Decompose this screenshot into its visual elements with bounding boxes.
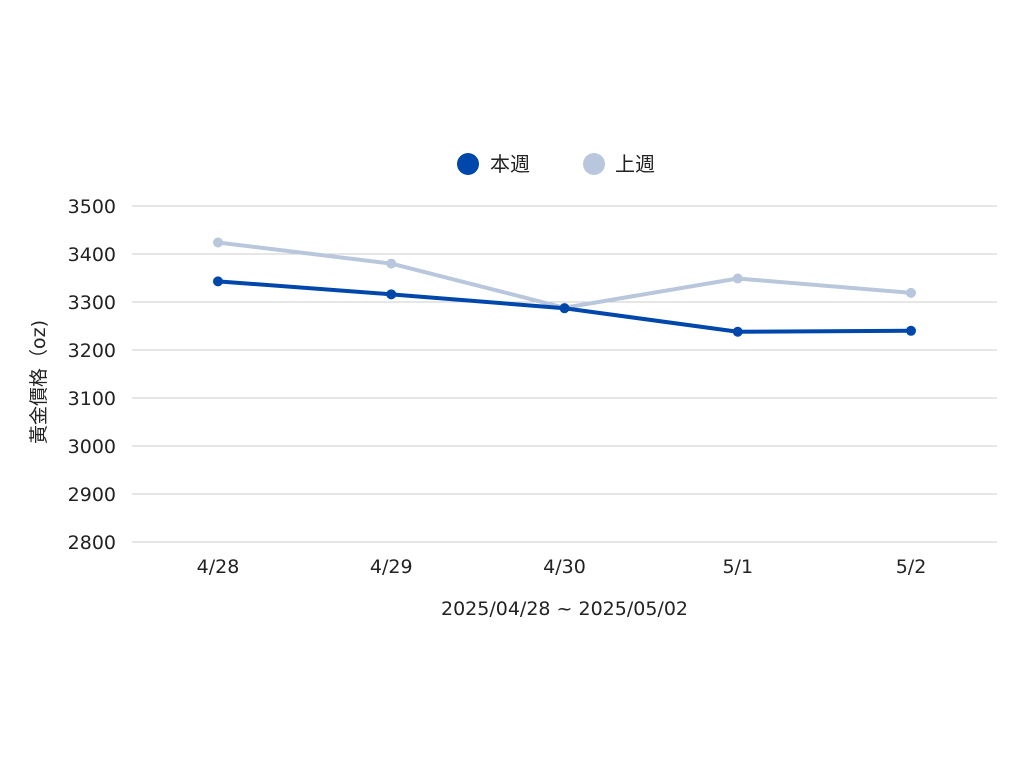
y-tick-label: 3400: [68, 244, 116, 266]
legend-label: 本週: [490, 152, 530, 176]
legend-swatch: [457, 153, 479, 175]
y-tick-label: 3100: [68, 388, 116, 410]
chart-series: [213, 237, 916, 337]
series-this-week: [213, 276, 916, 337]
y-tick-label: 2900: [68, 484, 116, 506]
y-axis-ticks: 2800 2900 3000 3100 3200 3300 3400 3500: [68, 196, 116, 554]
x-axis-title: 2025/04/28 ~ 2025/05/02: [441, 598, 688, 620]
y-tick-label: 3500: [68, 196, 116, 218]
x-tick-label: 5/1: [722, 556, 753, 578]
y-tick-label: 2800: [68, 532, 116, 554]
series-line: [216, 240, 913, 310]
y-axis-title: 黃金價格（oz): [28, 320, 50, 444]
data-point: [386, 289, 397, 300]
data-point: [906, 287, 916, 298]
chart-legend: 本週 上週: [457, 152, 655, 176]
data-point: [213, 276, 223, 287]
chart-gridlines: [132, 205, 997, 543]
data-point: [386, 258, 397, 269]
legend-swatch: [583, 153, 605, 175]
x-tick-label: 4/28: [197, 556, 240, 578]
x-axis-ticks: 4/28 4/29 4/30 5/1 5/2: [197, 556, 927, 578]
legend-item: 上週: [583, 152, 655, 176]
data-point: [906, 325, 916, 336]
y-tick-label: 3300: [68, 292, 116, 314]
legend-item: 本週: [457, 152, 530, 176]
data-point: [559, 303, 570, 314]
data-point: [213, 237, 223, 248]
x-tick-label: 4/29: [370, 556, 413, 578]
series-last-week: [213, 237, 916, 313]
y-tick-label: 3000: [68, 436, 116, 458]
x-tick-label: 5/2: [896, 556, 927, 578]
data-point: [732, 326, 743, 337]
legend-label: 上週: [615, 152, 655, 176]
y-tick-label: 3200: [68, 340, 116, 362]
x-tick-label: 4/30: [543, 556, 586, 578]
data-point: [732, 273, 743, 284]
